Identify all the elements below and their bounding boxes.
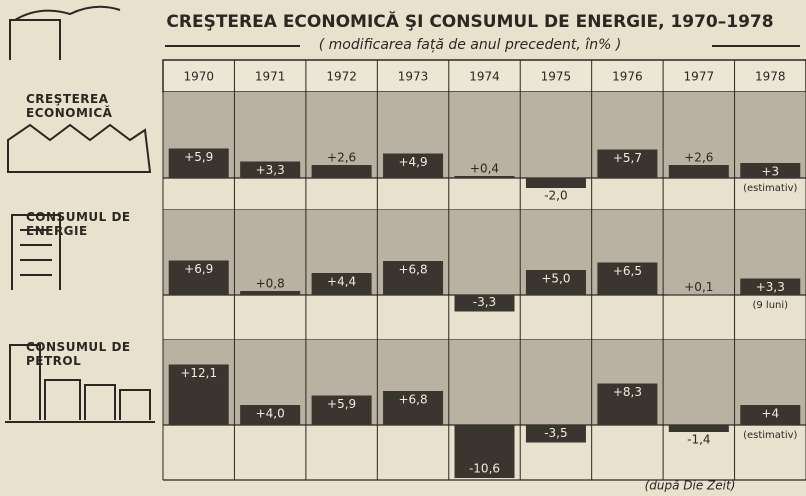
chart-subtitle: ( modificarea față de anul precedent, în… (319, 37, 622, 53)
value-label: +0,4 (470, 162, 499, 176)
x-tick-label: 1972 (326, 70, 357, 84)
value-label: +3 (761, 165, 779, 179)
value-label: +6,9 (184, 262, 213, 276)
value-label: +4,9 (398, 155, 427, 169)
x-tick-label: 1978 (755, 70, 786, 84)
value-label: +12,1 (180, 366, 217, 380)
value-label: +2,6 (327, 151, 356, 165)
bar (454, 176, 514, 178)
value-label: +3,3 (756, 280, 785, 294)
chart-title: CREŞTEREA ECONOMICĂ ŞI CONSUMUL DE ENERG… (166, 10, 773, 32)
value-label: -1,4 (687, 433, 710, 447)
chart: CREŞTEREA ECONOMICĂ ŞI CONSUMUL DE ENERG… (0, 0, 806, 496)
bar (240, 291, 300, 295)
x-tick-label: 1973 (398, 70, 429, 84)
note: (9 luni) (752, 300, 788, 311)
value-label: +4,4 (327, 275, 356, 289)
value-label: -3,3 (473, 295, 496, 309)
x-tick-label: 1976 (612, 70, 643, 84)
value-label: +5,0 (541, 272, 570, 286)
note: (estimativ) (743, 430, 797, 441)
value-label: -3,5 (544, 426, 567, 440)
value-label: +4 (761, 407, 779, 421)
value-label: +0,8 (256, 277, 285, 291)
value-label: +5,9 (184, 150, 213, 164)
infographic: CREŞTEREA ECONOMICĂ ŞI CONSUMUL DE ENERG… (0, 0, 806, 496)
x-tick-label: 1974 (469, 70, 500, 84)
value-label: +0,1 (684, 280, 713, 294)
value-label: +5,9 (327, 397, 356, 411)
value-label: -10,6 (469, 462, 500, 476)
x-tick-label: 1970 (183, 70, 214, 84)
x-tick-label: 1975 (541, 70, 572, 84)
series-name: CONSUMUL DE PETROL (26, 340, 138, 368)
value-label: -2,0 (544, 189, 567, 203)
value-label: +6,8 (398, 393, 427, 407)
bar (669, 165, 729, 178)
value-label: +6,5 (613, 264, 642, 278)
bar (312, 165, 372, 178)
bar (526, 178, 586, 188)
value-label: +3,3 (256, 163, 285, 177)
series-name: CREŞTEREA ECONOMICĂ (26, 92, 138, 120)
series-name: CONSUMUL DE ENERGIE (26, 210, 138, 238)
bar (669, 425, 729, 432)
bar (669, 295, 729, 296)
value-label: +8,3 (613, 385, 642, 399)
value-label: +2,6 (684, 151, 713, 165)
value-label: +4,0 (256, 407, 285, 421)
x-tick-label: 1971 (255, 70, 286, 84)
note: (estimativ) (743, 183, 797, 194)
x-tick-label: 1977 (684, 70, 715, 84)
value-label: +6,8 (398, 263, 427, 277)
value-label: +5,7 (613, 151, 642, 165)
